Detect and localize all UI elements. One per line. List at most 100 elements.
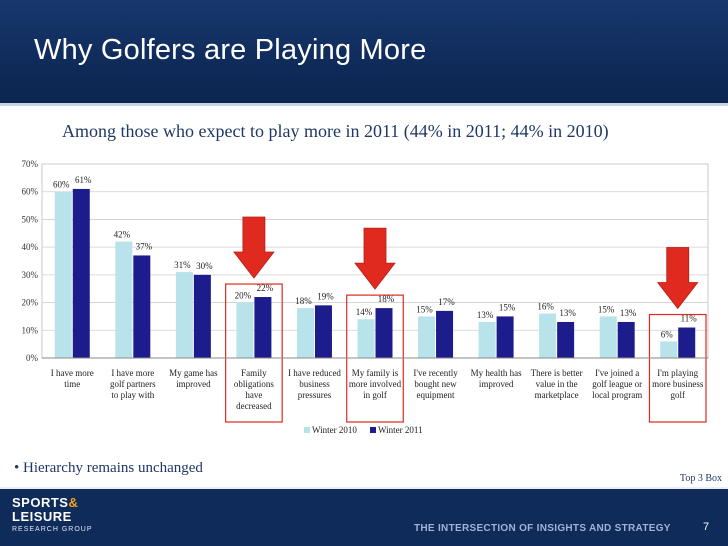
bar-winter-2011 <box>193 274 211 358</box>
top-3-box-note: Top 3 Box <box>679 473 722 484</box>
footer-tagline: THE INTERSECTION OF INSIGHTS AND STRATEG… <box>414 523 671 534</box>
data-label-winter-2011: 22% <box>257 283 274 293</box>
bullet-note: • Hierarchy remains unchanged <box>14 460 203 476</box>
data-label-winter-2010: 20% <box>235 291 252 301</box>
highlight-box <box>225 283 283 423</box>
title-banner <box>0 0 728 105</box>
banner-divider <box>0 103 728 106</box>
data-label-winter-2011: 13% <box>559 308 576 318</box>
bar-winter-2011 <box>375 308 393 358</box>
y-tick-label: 50% <box>22 214 39 224</box>
highlight-arrow-icon <box>354 227 396 290</box>
bar-winter-2010 <box>478 321 496 358</box>
data-label-winter-2010: 60% <box>53 180 70 190</box>
bar-winter-2010 <box>115 241 133 358</box>
bar-winter-2010 <box>296 308 314 358</box>
y-tick-label: 40% <box>22 242 39 252</box>
data-label-winter-2010: 13% <box>477 310 494 320</box>
x-category-label: golf partners <box>110 379 156 389</box>
bar-winter-2011 <box>436 310 454 358</box>
x-category-label: decreased <box>236 401 272 411</box>
bar-winter-2010 <box>418 316 436 358</box>
y-tick-label: 30% <box>22 270 39 280</box>
x-category-label: There is better <box>531 368 583 378</box>
data-label-winter-2010: 31% <box>174 260 191 270</box>
x-category-label: bought new <box>414 379 457 389</box>
x-category-label: golf league or <box>592 379 642 389</box>
logo-text-leisure: LEISURE <box>12 509 72 524</box>
bar-winter-2011 <box>617 321 635 358</box>
bar-winter-2010 <box>175 272 193 358</box>
slide-title: Why Golfers are Playing More <box>34 34 427 66</box>
x-category-label: I've joined a <box>595 368 639 378</box>
y-tick-label: 10% <box>22 325 39 335</box>
x-category-label: I have more <box>51 368 94 378</box>
legend-swatch-winter-2011 <box>370 427 376 433</box>
highlight-box <box>346 294 404 423</box>
bar-winter-2011 <box>557 321 575 358</box>
bar-chart: 0% 10% 20% 30% 40% 50% 60% 70% 60% 61% I have more… <box>22 159 709 435</box>
x-category-label: I have more <box>111 368 154 378</box>
highlight-box <box>648 313 707 423</box>
x-category-label: more business <box>652 379 704 389</box>
y-tick-label: 0% <box>26 353 39 363</box>
legend-label-winter-2011: Winter 2011 <box>378 425 423 435</box>
logo-text-research-group: RESEARCH GROUP <box>12 526 93 533</box>
data-label-winter-2011: 19% <box>317 291 334 301</box>
x-category-label: more involved <box>349 379 402 389</box>
x-category-label: I'm playing <box>657 368 698 378</box>
legend-swatch-winter-2010 <box>304 427 310 433</box>
bar-winter-2010 <box>539 313 557 358</box>
logo-text-sports: SPORTS <box>12 495 69 510</box>
data-label-winter-2010: 14% <box>356 307 373 317</box>
data-label-winter-2010: 18% <box>295 296 312 306</box>
x-category-label: obligations <box>234 379 274 389</box>
logo-ampersand: & <box>68 495 79 510</box>
x-category-label: time <box>64 379 80 389</box>
y-tick-label: 70% <box>22 159 39 169</box>
x-category-label: equipment <box>417 390 455 400</box>
bar-winter-2011 <box>72 188 90 358</box>
bar-winter-2010 <box>660 341 678 358</box>
data-label-winter-2010: 6% <box>661 329 674 339</box>
bar-winter-2010 <box>236 302 254 358</box>
x-category-label: marketplace <box>535 390 579 400</box>
data-label-winter-2011: 37% <box>136 241 153 251</box>
company-logo: SPORTS& LEISURE RESEARCH GROUP <box>12 495 112 534</box>
bar-winter-2011 <box>496 316 514 358</box>
bar-winter-2011 <box>254 297 272 358</box>
bar-winter-2010 <box>54 191 72 358</box>
x-category-label: value in the <box>536 379 578 389</box>
highlight-arrow-icon <box>656 247 699 310</box>
bar-winter-2010 <box>357 319 375 358</box>
data-label-winter-2010: 16% <box>537 302 554 312</box>
x-category-label: My health has <box>471 368 522 378</box>
x-category-label: pressures <box>298 390 332 400</box>
data-label-winter-2011: 18% <box>378 294 395 304</box>
x-category-label: in golf <box>363 390 387 400</box>
bar-winter-2011 <box>133 255 151 358</box>
data-label-winter-2011: 13% <box>620 308 637 318</box>
chart-title: Among those who expect to play more in 2… <box>62 121 609 141</box>
data-label-winter-2010: 15% <box>416 304 433 314</box>
footer-bar <box>0 487 728 546</box>
legend-label-winter-2010: Winter 2010 <box>312 425 357 435</box>
x-category-label: My family is <box>352 368 399 378</box>
bar-winter-2010 <box>599 316 617 358</box>
x-category-label: local program <box>592 390 642 400</box>
x-category-label: have <box>245 390 262 400</box>
data-label-winter-2011: 11% <box>681 314 698 324</box>
bar-winter-2011 <box>678 327 696 358</box>
x-category-label: to play with <box>111 390 154 400</box>
footer-divider <box>0 487 728 489</box>
y-tick-label: 60% <box>22 187 39 197</box>
data-label-winter-2011: 61% <box>75 175 92 185</box>
x-category-label: business <box>299 379 330 389</box>
x-category-label: My game has <box>169 368 218 378</box>
data-label-winter-2011: 15% <box>499 302 516 312</box>
x-category-label: I've recently <box>413 368 458 378</box>
data-label-winter-2010: 15% <box>598 304 615 314</box>
x-category-label: improved <box>176 379 211 389</box>
x-category-label: Family <box>241 368 267 378</box>
data-label-winter-2011: 30% <box>196 261 213 271</box>
